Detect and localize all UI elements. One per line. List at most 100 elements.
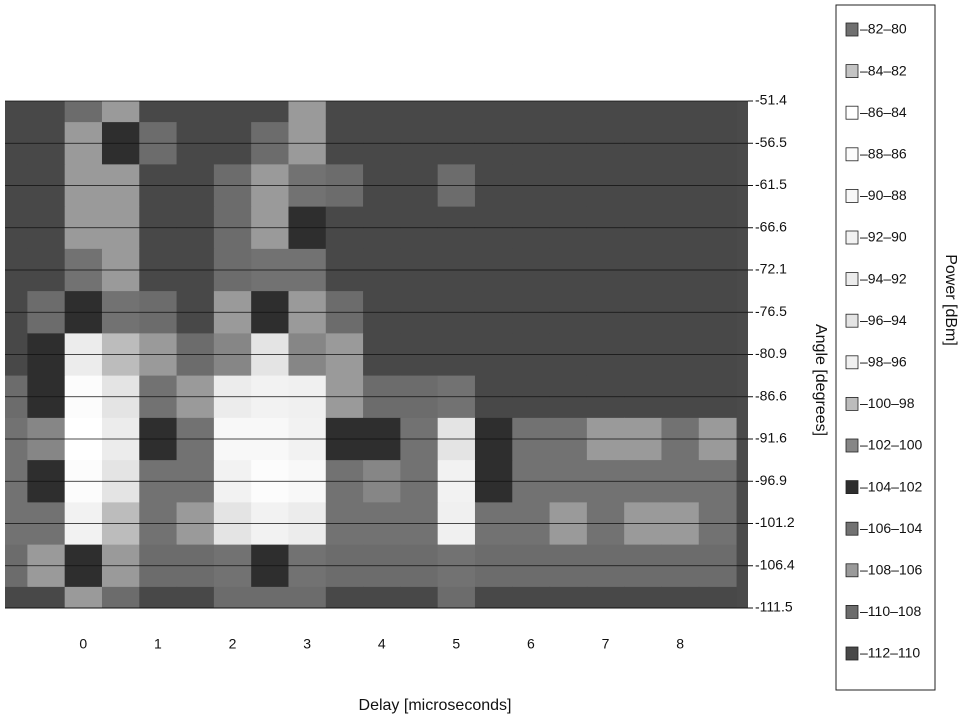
contour-cell (251, 101, 289, 123)
x-tick-label: 4 (378, 636, 386, 652)
legend-swatch (845, 521, 859, 536)
contour-cell (549, 101, 588, 123)
legend-swatch (845, 563, 859, 578)
y-tick-label: -56.5 (755, 134, 787, 150)
legend-label: –88–86 (860, 146, 907, 162)
legend-swatch (845, 105, 859, 120)
contour-cell (698, 101, 737, 123)
y-tick-label: -91.6 (755, 430, 787, 446)
contour-cell (101, 586, 140, 608)
legend-swatch (845, 188, 859, 203)
contour-cell (325, 586, 364, 608)
contour-cell (27, 586, 66, 608)
y-tick-label: -86.6 (755, 387, 787, 403)
contour-cell (363, 586, 401, 608)
legend-label: –84–82 (860, 62, 907, 78)
y-tick-label: -111.5 (755, 599, 793, 615)
contour-cell (400, 101, 439, 123)
legend-label: –104–102 (860, 478, 923, 494)
x-tick-label: 3 (303, 636, 311, 652)
contour-cell (213, 586, 252, 608)
legend-swatch (845, 646, 859, 661)
legend-label: –110–108 (860, 603, 921, 619)
y-tick-label: -76.5 (755, 303, 787, 319)
legend-label: –92–90 (860, 229, 907, 245)
legend-swatch (845, 64, 859, 78)
contour-cell (139, 101, 178, 123)
contour-cell (400, 586, 439, 608)
legend-swatch (845, 355, 859, 370)
legend-swatch (845, 438, 859, 453)
x-tick-label: 1 (154, 636, 162, 652)
y-tick-label: -66.6 (755, 218, 787, 234)
x-tick-label: 5 (452, 636, 460, 652)
legend-swatch (845, 22, 859, 37)
contour-cell (437, 101, 476, 123)
legend-label: –112–110 (860, 645, 920, 661)
contour-cell (474, 101, 513, 123)
legend-swatch (845, 147, 859, 162)
contour-cell (512, 101, 551, 123)
legend-title: Power [dBm] (942, 254, 959, 346)
x-tick-label: 7 (602, 636, 610, 652)
contour-cell (27, 101, 66, 123)
y-tick-label: -72.1 (755, 261, 787, 277)
legend-label: –82–80 (860, 21, 907, 37)
contour-cell (251, 586, 289, 608)
legend-label: –94–92 (860, 270, 907, 286)
y-tick-label: -80.9 (755, 345, 787, 361)
y-tick-label: -96.9 (755, 472, 787, 488)
contour-cell (661, 101, 700, 123)
contour-cell (661, 586, 700, 608)
legend-label: –90–88 (860, 187, 907, 203)
contour-cell (288, 101, 327, 123)
contour-cell (437, 586, 476, 608)
contour-cell (101, 101, 140, 123)
contour-cell (288, 586, 327, 608)
contour-cell (176, 101, 215, 123)
contour-cell (64, 586, 103, 608)
legend-swatch (845, 396, 859, 411)
legend-swatch (845, 230, 859, 245)
legend-swatch (845, 480, 859, 495)
contour-cell (213, 101, 252, 123)
contour-cell (549, 586, 588, 608)
contour-cell (512, 586, 551, 608)
legend-label: –100–98 (860, 395, 915, 411)
legend-label: –86–84 (860, 104, 907, 120)
contour-cell (139, 586, 178, 608)
legend-label: –98–96 (860, 354, 907, 370)
contour-cell (698, 586, 737, 608)
contour-cell (586, 101, 625, 123)
y-axis-title: Angle [degrees] (812, 324, 829, 436)
legend-swatch (845, 605, 859, 619)
legend-box (835, 4, 936, 691)
contour-cell (5, 101, 28, 123)
y-tick-label: -61.5 (755, 176, 787, 192)
contour-cell (363, 101, 401, 123)
x-tick-label: 2 (229, 636, 237, 652)
legend-label: –96–94 (860, 312, 907, 328)
legend-label: –102–100 (860, 437, 923, 453)
contour-cell (624, 586, 662, 608)
contour-cell (5, 586, 28, 608)
y-tick-label: -51.4 (755, 92, 787, 108)
contour-cell (474, 586, 513, 608)
x-tick-label: 0 (79, 636, 87, 652)
x-axis-title: Delay [microseconds] (359, 697, 512, 714)
y-tick-label: -101.2 (755, 514, 795, 530)
legend-swatch (845, 313, 859, 328)
legend-label: –108–106 (860, 562, 923, 578)
legend-label: –106–104 (860, 520, 923, 536)
contour-cell (64, 101, 103, 123)
legend-swatch (845, 272, 859, 287)
contour-cell (586, 586, 625, 608)
contour-cell (176, 586, 215, 608)
contour-cell (325, 101, 364, 123)
y-tick-label: -106.4 (755, 556, 795, 572)
x-tick-label: 6 (527, 636, 535, 652)
contour-cell (624, 101, 662, 123)
x-tick-label: 8 (676, 636, 684, 652)
